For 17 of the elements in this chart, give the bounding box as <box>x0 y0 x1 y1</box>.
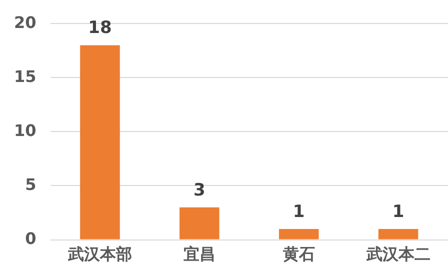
data-label: 3 <box>193 180 206 200</box>
y-tick-label: 15 <box>14 66 36 86</box>
bar <box>180 207 220 240</box>
y-tick-label: 0 <box>25 228 36 248</box>
bar <box>80 45 120 240</box>
x-tick-label: 黄石 <box>282 244 315 264</box>
x-tick-label: 武汉本部 <box>66 244 132 264</box>
data-label: 1 <box>292 202 305 222</box>
y-tick-label: 10 <box>14 120 36 140</box>
data-label: 18 <box>88 18 112 38</box>
bar <box>378 228 418 240</box>
y-tick-label: 5 <box>25 174 36 194</box>
x-tick-label: 武汉本二 <box>365 244 430 264</box>
data-label: 1 <box>392 202 404 222</box>
y-tick-label: 20 <box>14 12 36 32</box>
x-tick-label: 宜昌 <box>183 244 216 264</box>
bar <box>278 228 319 240</box>
